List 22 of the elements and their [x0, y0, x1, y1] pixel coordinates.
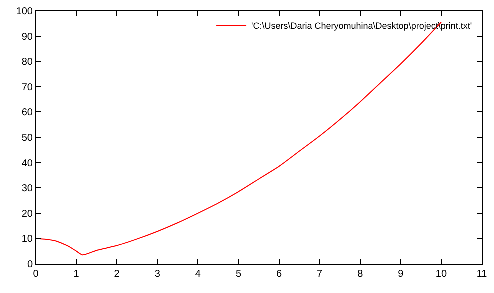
- y-tick-label: 80: [22, 57, 34, 68]
- y-tick-label: 40: [22, 158, 34, 170]
- x-tick-label: 2: [114, 269, 120, 280]
- y-tick-label: 50: [22, 133, 34, 144]
- x-tick-label: 5: [236, 269, 242, 280]
- y-tick-label: 30: [22, 184, 34, 195]
- x-tick-label: 1: [74, 269, 80, 280]
- x-tick-label: 7: [317, 269, 324, 280]
- y-tick-label: 0: [27, 260, 34, 270]
- y-tick-label: 90: [22, 32, 34, 43]
- x-tick-label: 6: [276, 269, 282, 280]
- x-tick-label: 4: [195, 269, 202, 280]
- x-tick-label: 8: [358, 269, 364, 280]
- x-tick-label: 9: [398, 269, 404, 280]
- y-tick-label: 70: [22, 82, 34, 94]
- x-tick-label: 11: [476, 269, 488, 280]
- y-tick-label: 60: [22, 108, 34, 119]
- y-tick-label: 100: [16, 6, 34, 18]
- y-tick-label: 10: [22, 234, 34, 246]
- x-tick-label: 3: [154, 269, 161, 280]
- x-tick-label: 10: [436, 269, 448, 280]
- y-tick-label: 20: [22, 208, 34, 220]
